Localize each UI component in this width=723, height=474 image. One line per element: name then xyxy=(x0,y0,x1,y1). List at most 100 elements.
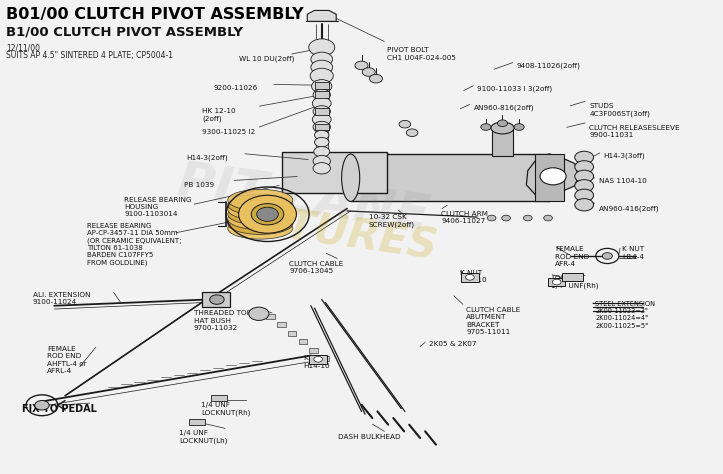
Circle shape xyxy=(257,207,278,221)
Ellipse shape xyxy=(228,213,293,234)
Circle shape xyxy=(312,97,331,109)
Text: STEEL EXTENSION
2K00-11023=3"
2K00-11024=4"
2K00-11025=5": STEEL EXTENSION 2K00-11023=3" 2K00-11024… xyxy=(595,301,655,329)
Circle shape xyxy=(312,80,332,93)
Bar xyxy=(315,108,329,115)
Circle shape xyxy=(313,121,330,133)
Text: 10-32 CSK
SCREW(2off): 10-32 CSK SCREW(2off) xyxy=(369,214,415,228)
Circle shape xyxy=(575,189,594,201)
Bar xyxy=(535,154,564,201)
Circle shape xyxy=(466,274,474,280)
Text: RELEASE BEARING
HOUSING
9100-1103014: RELEASE BEARING HOUSING 9100-1103014 xyxy=(124,197,192,217)
Text: THREADED TOP
HAT BUSH
9700-11032: THREADED TOP HAT BUSH 9700-11032 xyxy=(194,310,251,331)
Bar xyxy=(492,128,513,156)
Bar xyxy=(277,322,286,327)
Circle shape xyxy=(369,74,382,83)
Text: 1/4 UNF
LOCKNUT(Rh): 1/4 UNF LOCKNUT(Rh) xyxy=(201,402,250,416)
Circle shape xyxy=(313,89,330,100)
Text: 9100-11033 I 3(2off): 9100-11033 I 3(2off) xyxy=(477,85,552,92)
Circle shape xyxy=(523,215,532,221)
Bar xyxy=(320,356,329,361)
Circle shape xyxy=(362,68,375,76)
Polygon shape xyxy=(307,10,336,21)
Circle shape xyxy=(311,60,333,74)
Ellipse shape xyxy=(239,195,296,233)
Text: FEMALE
ROD END
AFR-4: FEMALE ROD END AFR-4 xyxy=(555,246,589,267)
Text: 9408-11026(2off): 9408-11026(2off) xyxy=(517,63,581,69)
Circle shape xyxy=(575,199,594,211)
Text: K NUT
H14-10: K NUT H14-10 xyxy=(304,356,330,369)
Text: H14-3(3off): H14-3(3off) xyxy=(604,153,646,159)
Bar xyxy=(315,91,329,98)
Bar xyxy=(266,314,275,319)
Text: CLUTCH CABLE
ABUTMENT
BRACKET
9705-11011: CLUTCH CABLE ABUTMENT BRACKET 9705-11011 xyxy=(466,307,521,335)
Text: AN960-416(2off): AN960-416(2off) xyxy=(599,205,659,212)
Circle shape xyxy=(313,163,330,174)
Text: DASH BULKHEAD: DASH BULKHEAD xyxy=(338,434,401,440)
Circle shape xyxy=(355,61,368,70)
Ellipse shape xyxy=(228,189,293,210)
Circle shape xyxy=(312,113,331,126)
Circle shape xyxy=(210,295,224,304)
Bar xyxy=(548,278,565,286)
Text: 12/11/00: 12/11/00 xyxy=(6,44,40,53)
Circle shape xyxy=(487,215,496,221)
Circle shape xyxy=(35,401,49,410)
Circle shape xyxy=(575,151,594,164)
Ellipse shape xyxy=(228,194,293,215)
Text: TURES: TURES xyxy=(283,206,440,268)
Ellipse shape xyxy=(228,204,293,225)
Circle shape xyxy=(575,161,594,173)
Bar xyxy=(562,273,583,281)
Text: NAS 1104-10: NAS 1104-10 xyxy=(599,178,646,184)
Text: FIX TO PEDAL: FIX TO PEDAL xyxy=(22,404,97,414)
Polygon shape xyxy=(526,159,578,194)
Text: LOCKNUT
1/4" UNF(Rh): LOCKNUT 1/4" UNF(Rh) xyxy=(551,275,599,289)
Text: WL 10 DU(2off): WL 10 DU(2off) xyxy=(239,56,294,63)
Ellipse shape xyxy=(252,204,283,225)
Circle shape xyxy=(399,120,411,128)
Circle shape xyxy=(406,129,418,137)
Circle shape xyxy=(314,146,330,157)
Ellipse shape xyxy=(228,199,293,220)
Text: STUDS
4C3F006ST(3off): STUDS 4C3F006ST(3off) xyxy=(589,103,650,117)
Text: HK 12-10
(2off): HK 12-10 (2off) xyxy=(202,108,236,122)
Bar xyxy=(282,152,387,193)
Text: H14-3(2off): H14-3(2off) xyxy=(187,155,228,161)
Bar xyxy=(299,339,307,344)
Text: FEMALE
ROD END
AHFTL-4 or
AFRL-4: FEMALE ROD END AHFTL-4 or AFRL-4 xyxy=(47,346,87,374)
Text: PB 1039: PB 1039 xyxy=(184,182,215,188)
Text: PIVOT BOLT
CH1 U04F-024-005: PIVOT BOLT CH1 U04F-024-005 xyxy=(387,47,455,61)
Circle shape xyxy=(497,120,508,127)
Ellipse shape xyxy=(491,122,514,134)
Ellipse shape xyxy=(341,154,360,201)
Text: ALI. EXTENSION
9100-11024: ALI. EXTENSION 9100-11024 xyxy=(33,292,90,305)
Circle shape xyxy=(575,170,594,182)
Circle shape xyxy=(502,215,510,221)
Text: CLUTCH RELEASESLEEVE
9900-11031: CLUTCH RELEASESLEEVE 9900-11031 xyxy=(589,125,680,138)
Text: AN960-816(2off): AN960-816(2off) xyxy=(474,104,534,111)
Bar xyxy=(288,331,296,336)
Circle shape xyxy=(313,155,330,167)
Text: B01/00 CLUTCH PIVOT ASSEMBLY: B01/00 CLUTCH PIVOT ASSEMBLY xyxy=(6,7,304,22)
Text: 2K05 & 2K07: 2K05 & 2K07 xyxy=(429,341,476,347)
Text: B1/00 CLUTCH PIVOT ASSEMBLY: B1/00 CLUTCH PIVOT ASSEMBLY xyxy=(6,26,243,38)
Text: K NUT
H14-10: K NUT H14-10 xyxy=(460,270,487,283)
Text: CLUTCH ARM
9406-11027: CLUTCH ARM 9406-11027 xyxy=(441,211,488,224)
Circle shape xyxy=(313,106,330,117)
Circle shape xyxy=(575,180,594,192)
Circle shape xyxy=(540,168,566,185)
Ellipse shape xyxy=(228,218,293,239)
Text: K NUT
H14-4: K NUT H14-4 xyxy=(622,246,644,260)
Text: 9300-11025 I2: 9300-11025 I2 xyxy=(202,129,256,135)
Text: RELEASE BEARING
AP-CP-3457-11 DIA 50mm
(OR CERAMIC EQUIVALENT;
TILTON 61-1038
BA: RELEASE BEARING AP-CP-3457-11 DIA 50mm (… xyxy=(87,223,181,266)
Circle shape xyxy=(314,356,322,362)
Circle shape xyxy=(544,215,552,221)
Bar xyxy=(202,292,230,307)
Text: CLUTCH CABLE
9706-13045: CLUTCH CABLE 9706-13045 xyxy=(289,261,343,274)
Bar xyxy=(461,273,479,282)
Text: PIT LANE: PIT LANE xyxy=(175,158,432,240)
Circle shape xyxy=(481,124,491,130)
Text: SUITS AP 4.5" SINTERED 4 PLATE; CP5004-1: SUITS AP 4.5" SINTERED 4 PLATE; CP5004-1 xyxy=(6,51,173,60)
Bar xyxy=(211,395,227,401)
Circle shape xyxy=(249,307,269,320)
